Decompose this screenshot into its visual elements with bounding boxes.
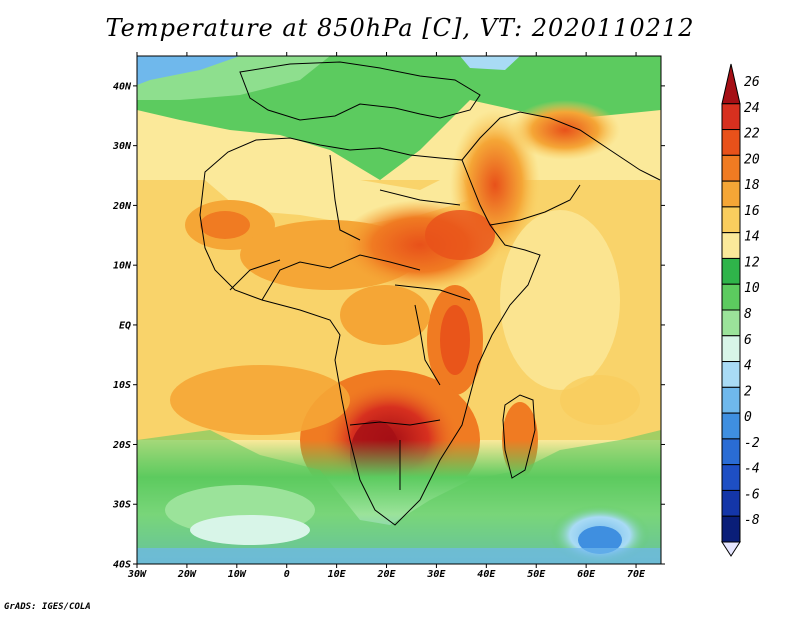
lat-label-30S: 30S xyxy=(112,500,131,511)
lon-label-20E: 20E xyxy=(376,569,396,580)
colorbar-swatch xyxy=(721,283,741,311)
colorbar-swatch xyxy=(721,335,741,363)
colorbar-swatch xyxy=(721,489,741,517)
colorbar-label-24: 24 xyxy=(744,101,760,116)
lon-label-60E: 60E xyxy=(577,569,596,580)
colorbar-swatch xyxy=(721,154,741,182)
colorbar-swatch xyxy=(721,412,741,440)
lat-label-20N: 20N xyxy=(112,201,132,212)
lon-label-0: 0 xyxy=(284,569,290,580)
colorbar-label--4: -4 xyxy=(744,462,760,477)
colorbar-label-22: 22 xyxy=(744,127,760,142)
colorbar-label-10: 10 xyxy=(744,281,760,296)
colorbar-label-18: 18 xyxy=(744,178,760,193)
colorbar-label-0: 0 xyxy=(744,410,752,425)
colorbar-arrow-top xyxy=(721,63,741,105)
colorbar-label-8: 8 xyxy=(744,307,752,322)
colorbar-label-14: 14 xyxy=(744,230,760,245)
colorbar-label--6: -6 xyxy=(744,487,760,502)
colorbar-label-4: 4 xyxy=(744,359,752,374)
colorbar-swatch xyxy=(721,206,741,234)
colorbar-arrow-bottom xyxy=(721,541,741,557)
grads-credit: GrADS: IGES/COLA xyxy=(4,602,91,612)
lat-label-EQ: EQ xyxy=(119,320,131,331)
plot-frame xyxy=(136,55,662,565)
colorbar-swatch xyxy=(721,515,741,543)
colorbar-swatch xyxy=(721,257,741,285)
lon-label-40E: 40E xyxy=(477,569,496,580)
map-title: Temperature at 850hPa [C], VT: 202011021… xyxy=(105,14,695,42)
lon-label-30W: 30W xyxy=(127,569,147,580)
colorbar-swatch xyxy=(721,103,741,131)
lat-label-20S: 20S xyxy=(112,440,131,451)
latitude-axis: 40N 30N 20N 10N EQ 10S 20S 30S 40S xyxy=(112,81,665,571)
colorbar-swatch xyxy=(721,386,741,414)
colorbar-label--8: -8 xyxy=(744,513,760,528)
temperature-field xyxy=(137,56,661,564)
lat-label-30N: 30N xyxy=(112,141,132,152)
colorbar-swatch xyxy=(721,309,741,337)
lat-label-10N: 10N xyxy=(113,261,132,272)
lon-label-70E: 70E xyxy=(627,569,646,580)
lon-label-10E: 10E xyxy=(328,569,347,580)
colorbar-swatch xyxy=(721,361,741,388)
lat-label-40S: 40S xyxy=(113,560,131,571)
colorbar-swatch xyxy=(721,464,741,491)
lat-label-40N: 40N xyxy=(113,81,132,92)
colorbar-label-26: 26 xyxy=(744,75,760,90)
coastlines xyxy=(199,61,661,526)
colorbar-label-6: 6 xyxy=(744,333,752,348)
colorbar-swatch xyxy=(721,232,741,259)
colorbar-label-12: 12 xyxy=(744,255,760,270)
colorbar-label-16: 16 xyxy=(744,204,760,219)
lat-label-10S: 10S xyxy=(113,380,131,391)
lon-label-20W: 20W xyxy=(177,569,197,580)
colorbar-swatch xyxy=(721,129,741,156)
colorbar-swatch xyxy=(721,180,741,208)
colorbar-label-20: 20 xyxy=(744,152,760,167)
lon-label-50E: 50E xyxy=(527,569,546,580)
longitude-axis: 30W 20W 10W 0 10E 20E 30E 40E 50E 60E 70E xyxy=(127,52,646,580)
colorbar-swatch xyxy=(721,438,741,466)
colorbar-label-2: 2 xyxy=(744,384,752,399)
colorbar-label--2: -2 xyxy=(744,436,760,451)
lon-label-30E: 30E xyxy=(426,569,446,580)
lon-label-10W: 10W xyxy=(228,569,247,580)
